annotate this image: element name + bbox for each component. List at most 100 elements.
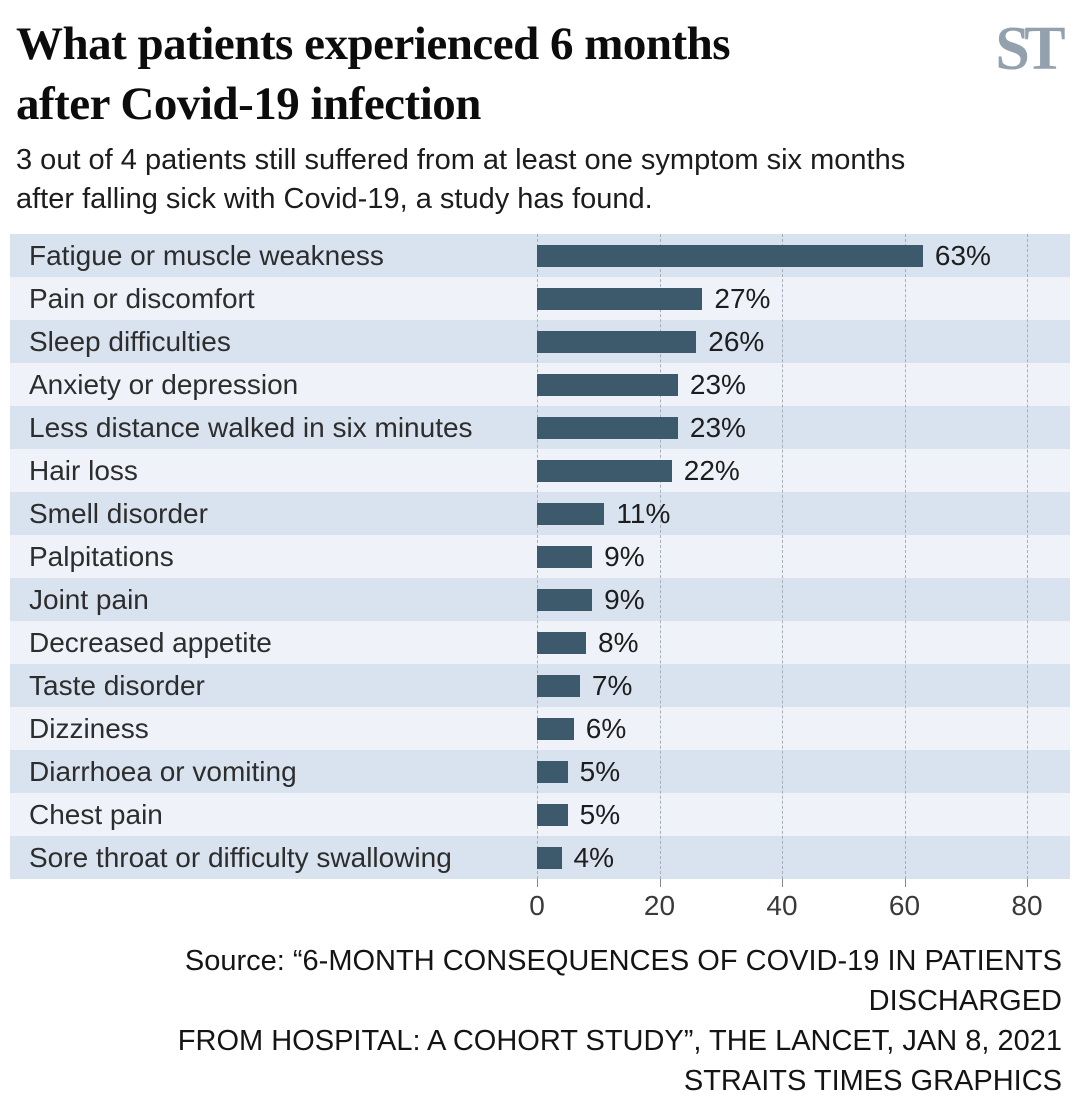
category-label: Hair loss <box>29 454 138 486</box>
bar-area: 27% <box>537 283 1027 315</box>
chart-row: Less distance walked in six minutes 23% <box>10 406 1070 450</box>
value-label: 63% <box>934 239 991 271</box>
bar-area: 63% <box>537 240 1027 272</box>
bar <box>537 717 574 740</box>
bar <box>537 244 923 267</box>
subtitle: 3 out of 4 patients still suffered from … <box>10 134 1070 218</box>
bar-area: 7% <box>537 670 1027 702</box>
category-label: Less distance walked in six minutes <box>29 411 473 443</box>
chart-row: Anxiety or depression 23% <box>10 363 1070 407</box>
chart-row: Taste disorder 7% <box>10 664 1070 708</box>
bar-area: 5% <box>537 756 1027 788</box>
source-line2: FROM HOSPITAL: A COHORT STUDY”, THE LANC… <box>177 1025 1062 1058</box>
chart-row: Palpitations 9% <box>10 535 1070 579</box>
axis-tick-label: 20 <box>643 890 676 922</box>
page-title: What patients experienced 6 months after … <box>16 14 731 134</box>
plot-area: Fatigue or muscle weakness 63% Pain or dis… <box>10 234 1070 880</box>
source-line1: Source: “6-MONTH CONSEQUENCES OF COVID-1… <box>184 945 1062 1018</box>
page-title-line2: after Covid-19 infection <box>16 78 481 131</box>
bar-area: 4% <box>537 842 1027 874</box>
bar-area: 26% <box>537 326 1027 358</box>
axis-tick <box>1027 879 1028 888</box>
axis-tick-label: 60 <box>888 890 921 922</box>
chart-row: Diarrhoea or vomiting 5% <box>10 750 1070 794</box>
bar <box>537 330 697 353</box>
bar-chart: Fatigue or muscle weakness 63% Pain or dis… <box>10 234 1070 927</box>
bar-area: 23% <box>537 369 1027 401</box>
category-label: Decreased appetite <box>29 626 272 658</box>
chart-row: Chest pain 5% <box>10 793 1070 837</box>
chart-row: Smell disorder 11% <box>10 492 1070 536</box>
straits-times-logo: ST <box>995 15 1065 83</box>
bar <box>537 803 568 826</box>
category-label: Pain or discomfort <box>29 282 255 314</box>
value-label: 11% <box>616 497 671 529</box>
axis-tick-label: 80 <box>1011 890 1043 922</box>
bar-area: 5% <box>537 799 1027 831</box>
value-label: 26% <box>708 325 765 357</box>
chart-row: Pain or discomfort 27% <box>10 277 1070 321</box>
value-label: 5% <box>579 755 621 787</box>
bar-area: 9% <box>537 541 1027 573</box>
value-label: 23% <box>689 411 746 443</box>
bar <box>537 674 580 697</box>
page-title-line1: What patients experienced 6 months <box>16 18 731 70</box>
category-label: Diarrhoea or vomiting <box>29 755 297 787</box>
value-label: 22% <box>683 454 740 486</box>
value-label: 7% <box>591 669 633 701</box>
x-axis: 0 20 40 60 80 <box>529 879 1043 927</box>
value-label: 6% <box>585 712 627 744</box>
subtitle-line2: after falling sick with Covid-19, a stud… <box>16 182 653 215</box>
bar <box>537 545 593 568</box>
bar <box>537 287 703 310</box>
bar-area: 6% <box>537 713 1027 745</box>
category-label: Dizziness <box>29 712 149 744</box>
source-line3: STRAITS TIMES GRAPHICS <box>683 1065 1062 1098</box>
bar <box>537 373 678 396</box>
axis-tick <box>537 879 538 888</box>
category-label: Palpitations <box>29 540 174 572</box>
bar <box>537 588 593 611</box>
bar <box>537 502 605 525</box>
value-label: 27% <box>714 282 771 314</box>
axis-tick-label: 40 <box>766 890 798 922</box>
chart-row: Sleep difficulties 26% <box>10 320 1070 364</box>
axis-tick-label: 0 <box>529 890 545 922</box>
bar <box>537 846 562 869</box>
category-label: Sleep difficulties <box>29 325 231 357</box>
category-label: Anxiety or depression <box>29 368 299 400</box>
chart-row: Hair loss 22% <box>10 449 1070 493</box>
axis-tick <box>782 879 783 888</box>
subtitle-line1: 3 out of 4 patients still suffered from … <box>16 144 906 177</box>
axis-tick <box>904 879 906 888</box>
chart-row: Fatigue or muscle weakness 63% <box>10 234 1070 278</box>
value-label: 4% <box>573 841 614 873</box>
bar <box>537 416 678 439</box>
bar-area: 22% <box>537 455 1027 487</box>
bar <box>537 760 568 783</box>
bar-area: 8% <box>537 627 1027 659</box>
bar-area: 9% <box>537 584 1027 616</box>
axis-tick <box>659 879 661 888</box>
bar <box>537 459 672 482</box>
category-label: Taste disorder <box>29 669 205 701</box>
chart-row: Joint pain 9% <box>10 578 1070 622</box>
value-label: 23% <box>689 368 746 400</box>
chart-row: Dizziness 6% <box>10 707 1070 751</box>
bar <box>537 631 586 654</box>
category-label: Joint pain <box>29 583 149 615</box>
value-label: 9% <box>604 540 645 572</box>
category-label: Sore throat or difficulty swallowing <box>29 841 452 873</box>
value-label: 9% <box>604 583 645 615</box>
category-label: Smell disorder <box>29 497 208 529</box>
chart-row: Decreased appetite 8% <box>10 621 1070 665</box>
category-label: Chest pain <box>29 798 163 830</box>
value-label: 8% <box>598 626 639 658</box>
source-note: Source: “6-MONTH CONSEQUENCES OF COVID-1… <box>10 941 1070 1101</box>
chart-row: Sore throat or difficulty swallowing 4% <box>10 836 1070 880</box>
value-label: 5% <box>579 798 621 830</box>
header: What patients experienced 6 months after … <box>10 14 1070 134</box>
chart-rows: Fatigue or muscle weakness 63% Pain or dis… <box>10 234 1070 880</box>
category-label: Fatigue or muscle weakness <box>29 239 384 271</box>
bar-area: 11% <box>537 498 1027 530</box>
